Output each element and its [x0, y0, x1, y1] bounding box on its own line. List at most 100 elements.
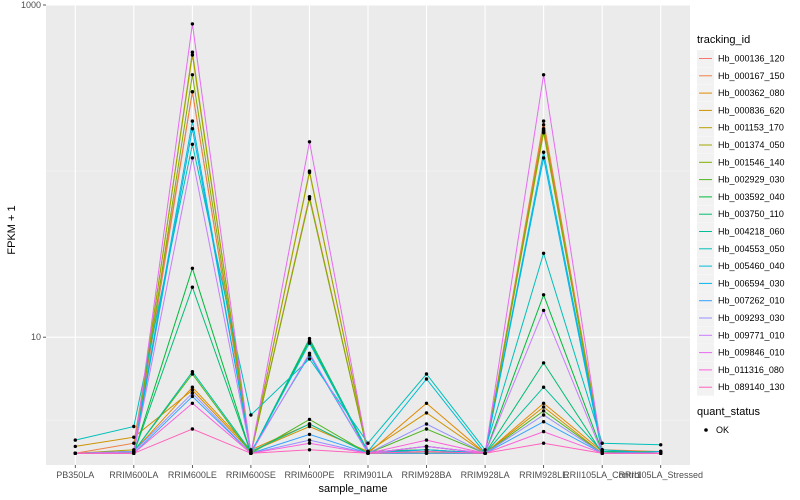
- data-point: [424, 377, 429, 381]
- data-point: [307, 448, 312, 452]
- points-legend-key: [704, 428, 708, 432]
- points-legend-label: OK: [716, 425, 729, 435]
- data-point: [307, 432, 312, 437]
- data-point: [307, 140, 312, 144]
- data-point: [424, 411, 429, 415]
- data-point: [307, 422, 312, 426]
- x-tick-label: RRIM600SE: [226, 470, 276, 480]
- data-point: [424, 449, 429, 454]
- data-point: [541, 150, 546, 154]
- x-tick-label: PB350LA: [56, 470, 94, 480]
- data-point: [600, 451, 604, 455]
- data-point: [541, 413, 546, 417]
- data-point: [190, 266, 195, 270]
- legend: tracking_id Hb_000136_120 Hb_000167_150 Hb…: [697, 34, 785, 435]
- legend-label-Hb_003750_110: Hb_003750_110: [718, 209, 784, 219]
- x-tick-label: RRIM600LA: [109, 470, 158, 480]
- data-point: [190, 394, 195, 399]
- data-point: [366, 441, 370, 445]
- data-point: [307, 424, 312, 429]
- y-tick-label: 10: [31, 332, 41, 342]
- legend-label-Hb_004218_060: Hb_004218_060: [718, 227, 785, 237]
- axes: 1000 10 PB350LA RRIM600LA RRIM600LE RRIM600SE…: [21, 0, 703, 480]
- data-point: [307, 441, 312, 445]
- data-point: [249, 451, 253, 455]
- x-tick-label: RRIM600LE: [168, 470, 217, 480]
- data-point: [190, 385, 195, 389]
- y-axis-title: FPKM + 1: [6, 205, 18, 254]
- data-point: [600, 448, 604, 452]
- legend-label-Hb_004553_050: Hb_004553_050: [718, 244, 785, 254]
- data-point: [366, 451, 370, 455]
- data-point: [541, 405, 546, 409]
- data-point: [424, 438, 429, 442]
- data-point: [73, 451, 78, 455]
- data-point: [190, 127, 195, 131]
- data-point: [190, 142, 195, 146]
- data-point: [190, 73, 195, 77]
- data-point: [541, 420, 546, 424]
- data-point: [132, 451, 136, 455]
- legend-label-Hb_009771_010: Hb_009771_010: [718, 330, 785, 340]
- data-point: [190, 370, 195, 374]
- data-point: [190, 53, 195, 57]
- data-point: [190, 285, 195, 289]
- data-point: [132, 424, 136, 429]
- data-point: [541, 293, 546, 297]
- data-point: [541, 401, 546, 405]
- data-point: [190, 391, 195, 395]
- data-point: [483, 451, 487, 455]
- data-point: [541, 129, 546, 133]
- legend-label-Hb_001374_050: Hb_001374_050: [718, 140, 785, 150]
- grid-lines: [46, 4, 690, 465]
- data-point: [307, 357, 312, 361]
- data-point: [132, 435, 136, 439]
- points-legend-title: quant_status: [697, 406, 760, 418]
- data-point: [190, 388, 195, 392]
- data-point: [307, 351, 312, 355]
- data-point: [307, 169, 312, 173]
- data-point: [73, 444, 78, 449]
- data-point: [190, 401, 195, 405]
- legend-label-Hb_006594_030: Hb_006594_030: [718, 278, 785, 288]
- y-tick-label: 1000: [21, 0, 41, 10]
- data-point: [541, 308, 546, 313]
- legend-title: tracking_id: [697, 34, 750, 46]
- legend-label-Hb_000167_150: Hb_000167_150: [718, 71, 785, 81]
- x-tick-label: RRIM928BA: [402, 470, 452, 480]
- x-tick-label: RRIM600PE: [284, 470, 334, 480]
- data-point: [307, 341, 312, 345]
- data-point: [190, 427, 195, 431]
- x-axis-title: sample_name: [318, 483, 387, 495]
- data-point: [483, 448, 487, 452]
- data-point: [307, 417, 312, 422]
- data-point: [307, 197, 312, 201]
- legend-label-Hb_001546_140: Hb_001546_140: [718, 157, 785, 167]
- data-point: [424, 444, 429, 449]
- legend-label-Hb_000136_120: Hb_000136_120: [718, 54, 785, 64]
- data-point: [73, 438, 78, 442]
- data-point: [424, 401, 429, 405]
- data-point: [541, 441, 546, 445]
- x-tick-label: RRIM928LE: [519, 470, 568, 480]
- legend-label-Hb_011316_080: Hb_011316_080: [718, 365, 784, 375]
- data-point: [307, 438, 312, 442]
- data-point: [424, 372, 429, 376]
- data-point: [659, 451, 663, 455]
- data-point: [541, 156, 546, 160]
- data-point: [190, 156, 195, 160]
- data-point: [132, 441, 136, 445]
- data-point: [424, 427, 429, 431]
- data-point: [424, 422, 429, 426]
- data-point: [541, 385, 546, 389]
- data-point: [307, 336, 312, 341]
- data-point: [659, 443, 663, 447]
- legend-label-Hb_000362_080: Hb_000362_080: [718, 88, 785, 98]
- data-point: [190, 22, 195, 26]
- legend-label-Hb_009846_010: Hb_009846_010: [718, 348, 785, 358]
- data-point: [190, 90, 195, 94]
- data-point: [541, 119, 546, 123]
- data-point: [190, 119, 195, 123]
- data-point: [249, 413, 253, 417]
